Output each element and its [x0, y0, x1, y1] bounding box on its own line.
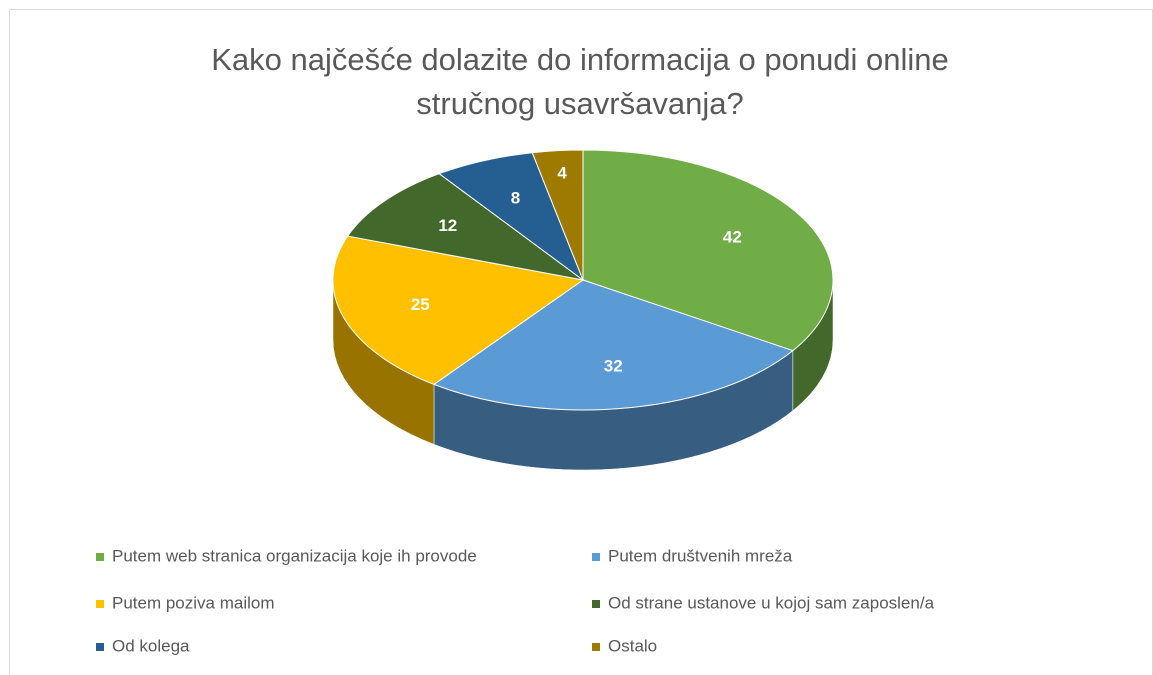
- slice: [346, 173, 584, 281]
- legend-label: Putem društvenih mreža: [608, 546, 793, 565]
- legend-swatch: [96, 643, 104, 651]
- slice: [332, 235, 585, 385]
- legend-label: Od kolega: [112, 636, 190, 655]
- data-label: 8: [511, 188, 520, 207]
- legend-swatch: [592, 643, 600, 651]
- legend-swatch: [592, 600, 600, 608]
- slice: [582, 149, 834, 352]
- legend-swatch: [96, 600, 104, 608]
- chart-title: Kako najčešće dolazite do informacija o …: [211, 42, 949, 121]
- legend-label: Putem poziva mailom: [112, 593, 275, 612]
- slice: [531, 149, 584, 281]
- legend-label: Od strane ustanove u kojoj sam zaposlen/…: [608, 593, 935, 612]
- slice: [432, 279, 794, 411]
- data-label: 42: [723, 227, 742, 246]
- data-label: 4: [557, 163, 567, 182]
- legend-label: Ostalo: [608, 636, 657, 655]
- legend-swatch: [96, 553, 104, 561]
- legend-label: Putem web stranica organizacija koje ih …: [112, 546, 477, 565]
- data-label: 32: [604, 356, 623, 375]
- legend-swatch: [592, 553, 600, 561]
- data-label: 12: [438, 216, 457, 235]
- data-label: 25: [411, 295, 430, 314]
